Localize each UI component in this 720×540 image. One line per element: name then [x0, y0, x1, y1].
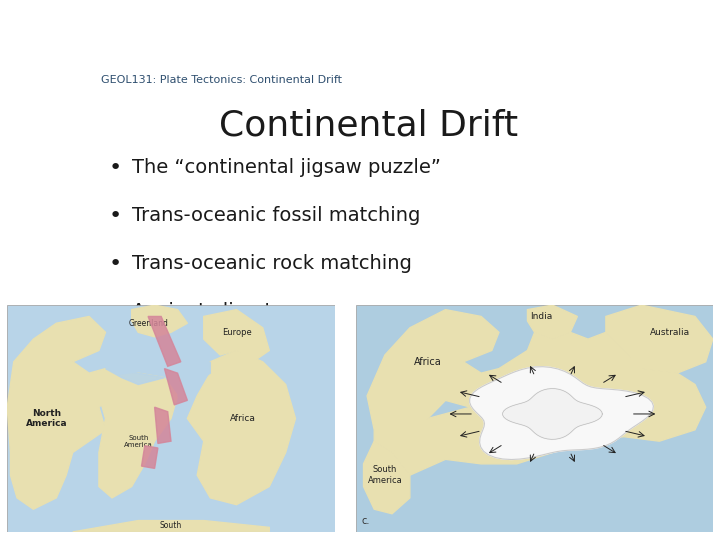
Text: •: • [109, 206, 122, 226]
Text: The “continental jigsaw puzzle”: The “continental jigsaw puzzle” [132, 158, 441, 177]
Polygon shape [164, 369, 187, 405]
Polygon shape [132, 305, 187, 337]
Polygon shape [367, 309, 506, 453]
Text: Ancient climates: Ancient climates [132, 302, 294, 321]
Polygon shape [142, 446, 158, 468]
Polygon shape [178, 362, 210, 407]
Polygon shape [469, 367, 654, 460]
Text: South
America: South America [124, 435, 153, 448]
Text: Africa: Africa [414, 357, 441, 367]
Text: c.: c. [361, 516, 370, 526]
Polygon shape [503, 389, 603, 440]
Text: Antarctica: Antarctica [528, 409, 577, 419]
Text: South: South [160, 521, 182, 530]
Polygon shape [148, 316, 181, 366]
Text: North
America: North America [26, 409, 68, 428]
Polygon shape [99, 373, 178, 498]
Polygon shape [528, 305, 577, 339]
Polygon shape [606, 305, 713, 373]
Polygon shape [187, 350, 295, 505]
Text: Australia: Australia [650, 328, 690, 337]
Polygon shape [7, 316, 122, 509]
Text: Europe: Europe [222, 328, 251, 337]
Text: India: India [531, 312, 553, 321]
Text: •: • [109, 254, 122, 274]
Polygon shape [392, 332, 706, 475]
Text: GEOL131: Plate Tectonics: Continental Drift: GEOL131: Plate Tectonics: Continental Dr… [101, 75, 342, 85]
Text: Africa: Africa [230, 414, 256, 423]
Text: Continental Drift: Continental Drift [220, 109, 518, 143]
Text: South
America: South America [367, 465, 402, 485]
FancyBboxPatch shape [356, 305, 713, 532]
Text: Greenland: Greenland [128, 319, 168, 328]
Polygon shape [155, 407, 171, 443]
Polygon shape [364, 441, 410, 514]
Text: Trans-oceanic rock matching: Trans-oceanic rock matching [132, 254, 412, 273]
Polygon shape [204, 309, 269, 362]
FancyBboxPatch shape [7, 305, 335, 532]
Text: •: • [109, 302, 122, 322]
Polygon shape [106, 369, 164, 384]
Polygon shape [73, 521, 269, 532]
Text: •: • [109, 158, 122, 178]
Text: Trans-oceanic fossil matching: Trans-oceanic fossil matching [132, 206, 420, 225]
